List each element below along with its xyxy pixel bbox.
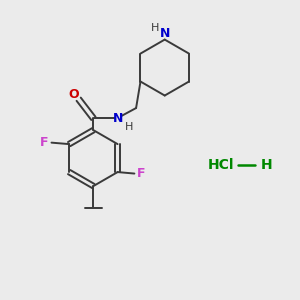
Text: O: O <box>68 88 79 101</box>
Text: F: F <box>137 167 146 180</box>
Text: HCl: HCl <box>207 158 234 172</box>
Text: N: N <box>160 27 170 40</box>
Text: H: H <box>151 23 160 33</box>
Text: F: F <box>40 136 48 149</box>
Text: N: N <box>113 112 124 125</box>
Text: H: H <box>260 158 272 172</box>
Text: H: H <box>124 122 133 132</box>
